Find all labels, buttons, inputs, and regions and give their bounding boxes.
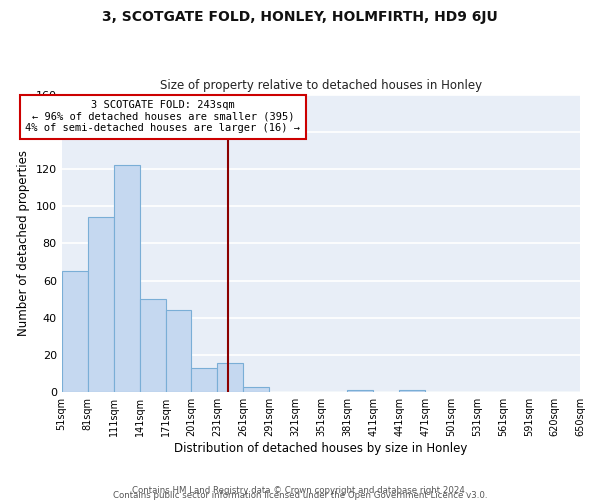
Bar [140,300,166,392]
Bar [62,272,88,392]
Bar [347,390,373,392]
Text: 3 SCOTGATE FOLD: 243sqm
← 96% of detached houses are smaller (395)
4% of semi-de: 3 SCOTGATE FOLD: 243sqm ← 96% of detache… [25,100,301,134]
Text: 3, SCOTGATE FOLD, HONLEY, HOLMFIRTH, HD9 6JU: 3, SCOTGATE FOLD, HONLEY, HOLMFIRTH, HD9… [102,10,498,24]
Bar [399,390,425,392]
Text: Contains public sector information licensed under the Open Government Licence v3: Contains public sector information licen… [113,491,487,500]
Y-axis label: Number of detached properties: Number of detached properties [17,150,30,336]
Bar [191,368,217,392]
Bar [88,218,113,392]
Bar [217,362,244,392]
Bar [244,387,269,392]
X-axis label: Distribution of detached houses by size in Honley: Distribution of detached houses by size … [174,442,467,455]
Title: Size of property relative to detached houses in Honley: Size of property relative to detached ho… [160,79,482,92]
Bar [113,166,140,392]
Bar [166,310,191,392]
Text: Contains HM Land Registry data © Crown copyright and database right 2024.: Contains HM Land Registry data © Crown c… [132,486,468,495]
